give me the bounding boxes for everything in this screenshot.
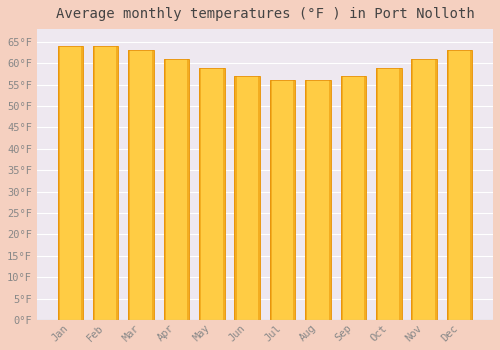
Bar [164, 59, 189, 320]
Bar [152, 50, 154, 320]
Bar [340, 76, 342, 320]
Bar [294, 80, 296, 320]
Bar [128, 50, 154, 320]
Bar [93, 46, 118, 320]
Bar [435, 59, 437, 320]
Bar [199, 68, 224, 320]
Bar [164, 59, 166, 320]
Bar [306, 80, 308, 320]
Bar [58, 46, 59, 320]
Bar [270, 80, 272, 320]
Title: Average monthly temperatures (°F ) in Port Nolloth: Average monthly temperatures (°F ) in Po… [56, 7, 474, 21]
Bar [447, 50, 449, 320]
Bar [328, 80, 331, 320]
Bar [340, 76, 366, 320]
Bar [447, 50, 472, 320]
Bar [306, 80, 331, 320]
Bar [470, 50, 472, 320]
Bar [364, 76, 366, 320]
Bar [199, 68, 201, 320]
Bar [81, 46, 83, 320]
Bar [234, 76, 260, 320]
Bar [58, 46, 83, 320]
Bar [412, 59, 414, 320]
Bar [128, 50, 130, 320]
Bar [234, 76, 236, 320]
Bar [258, 76, 260, 320]
Bar [400, 68, 402, 320]
Bar [270, 80, 295, 320]
Bar [116, 46, 118, 320]
Bar [412, 59, 437, 320]
Bar [93, 46, 95, 320]
Bar [187, 59, 189, 320]
Bar [222, 68, 224, 320]
Bar [376, 68, 402, 320]
Bar [376, 68, 378, 320]
